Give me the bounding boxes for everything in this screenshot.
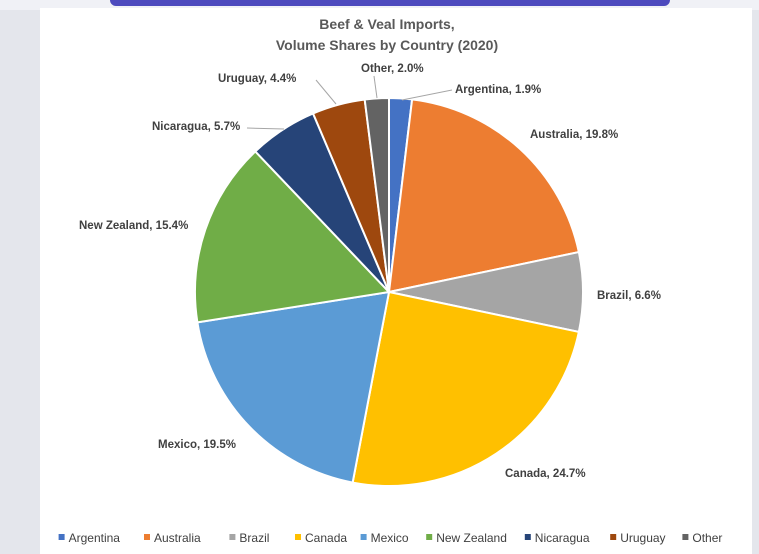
legend-swatch-other xyxy=(682,534,689,540)
leader-line-uruguay xyxy=(315,79,337,105)
legend-swatch-uruguay xyxy=(610,534,617,540)
top-header-band xyxy=(0,0,759,10)
data-label-uruguay: Uruguay, 4.4% xyxy=(218,73,296,85)
data-label-other: Other, 2.0% xyxy=(361,63,424,75)
data-label-brazil: Brazil, 6.6% xyxy=(597,290,661,302)
slice-mexico xyxy=(196,290,391,484)
slice-other xyxy=(363,96,390,293)
data-label-nicaragua: Nicaragua, 5.7% xyxy=(152,121,240,133)
data-label-australia: Australia, 19.8% xyxy=(530,129,618,141)
leader-line-argentina xyxy=(401,89,453,101)
legend-item-argentina: Argentina xyxy=(58,531,121,545)
legend-label-australia: Australia xyxy=(154,531,201,545)
legend-swatch-australia xyxy=(144,534,150,540)
legend-item-brazil: Brazil xyxy=(229,531,269,545)
legend-label-new-zealand: New Zealand xyxy=(436,531,507,545)
data-label-argentina: Argentina, 1.9% xyxy=(455,84,541,96)
legend-swatch-mexico xyxy=(360,534,367,540)
header-strip xyxy=(110,0,670,6)
data-label-canada: Canada, 24.7% xyxy=(505,468,586,480)
leader-line-nicaragua xyxy=(246,127,285,130)
chart-title-line-2: Volume Shares by Country (2020) xyxy=(276,37,498,53)
legend-item-new-zealand: New Zealand xyxy=(426,531,507,545)
leader-lines xyxy=(246,75,453,130)
legend-swatch-canada xyxy=(295,534,301,540)
slice-new-zealand xyxy=(194,150,392,324)
legend-label-canada: Canada xyxy=(305,531,347,545)
legend-label-nicaragua: Nicaragua xyxy=(535,531,590,545)
legend-swatch-argentina xyxy=(58,534,65,540)
data-label-new-zealand: New Zealand, 15.4% xyxy=(79,220,188,232)
legend-swatch-nicaragua xyxy=(524,534,531,540)
legend-swatch-brazil xyxy=(229,534,236,540)
legend-label-argentina: Argentina xyxy=(69,531,121,545)
legend-swatch-new-zealand xyxy=(426,534,433,540)
slice-labels: Argentina, 1.9% Australia, 19.8% Brazil, 6… xyxy=(79,63,661,480)
legend: Argentina Australia Brazil Canada Mexico New … xyxy=(58,531,722,545)
legend-label-mexico: Mexico xyxy=(371,531,409,545)
data-label-mexico: Mexico, 19.5% xyxy=(158,439,236,451)
legend-item-uruguay: Uruguay xyxy=(610,531,666,545)
legend-label-brazil: Brazil xyxy=(239,531,269,545)
legend-item-australia: Australia xyxy=(144,531,201,545)
legend-item-canada: Canada xyxy=(295,531,347,545)
legend-label-uruguay: Uruguay xyxy=(620,531,665,545)
chart-title-line-1: Beef & Veal Imports, xyxy=(319,16,454,32)
left-margin xyxy=(0,10,40,554)
legend-item-nicaragua: Nicaragua xyxy=(524,531,590,545)
legend-item-mexico: Mexico xyxy=(360,531,409,545)
slice-australia xyxy=(387,98,581,294)
legend-label-other: Other xyxy=(692,531,722,545)
legend-item-other: Other xyxy=(682,531,722,545)
slice-canada xyxy=(351,290,581,487)
pie-slices xyxy=(194,96,584,487)
leader-line-other xyxy=(373,75,378,99)
